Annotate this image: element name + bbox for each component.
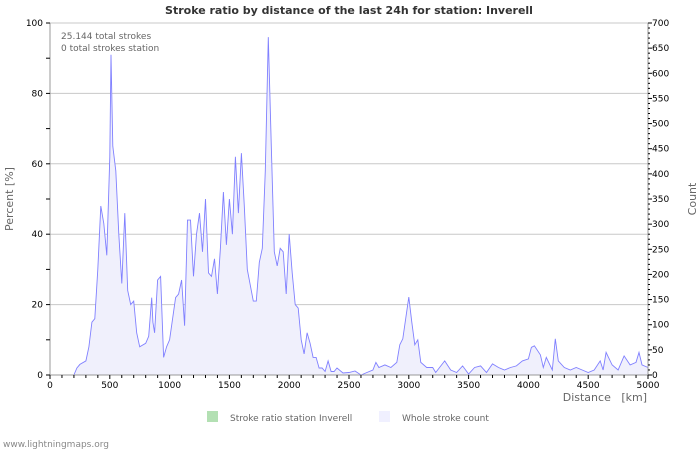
y-tick-label: 20 xyxy=(32,301,44,311)
y-axis-label: Percent [%] xyxy=(3,167,16,231)
y-tick-label: 60 xyxy=(32,160,44,170)
y2-tick-label: 250 xyxy=(652,245,669,255)
annotation-total-strokes: 25.144 total strokes xyxy=(61,32,151,42)
y-tick-label: 40 xyxy=(32,230,44,240)
x-axis-label: Distance [km] xyxy=(563,391,647,404)
y2-tick-label: 50 xyxy=(652,346,664,356)
legend-label-station: Stroke ratio station Inverell xyxy=(230,414,352,424)
chart-title: Stroke ratio by distance of the last 24h… xyxy=(165,4,533,17)
x-tick-label: 5000 xyxy=(637,381,660,391)
y-tick-label: 0 xyxy=(37,371,43,381)
y-tick-label: 80 xyxy=(32,89,44,99)
y2-tick-label: 400 xyxy=(652,170,669,180)
y2-tick-label: 600 xyxy=(652,69,669,79)
whole-stroke-count-area xyxy=(73,37,648,375)
y2-tick-label: 300 xyxy=(652,220,669,230)
y2-tick-label: 500 xyxy=(652,120,669,130)
legend-swatch-whole xyxy=(379,411,390,422)
legend-label-whole: Whole stroke count xyxy=(402,414,489,424)
axes: 0204060801000501001502002503003504004505… xyxy=(26,19,670,391)
annotation-station-strokes: 0 total strokes station xyxy=(61,44,159,54)
y2-tick-label: 150 xyxy=(652,296,669,306)
x-tick-label: 500 xyxy=(101,381,118,391)
y2-tick-label: 450 xyxy=(652,145,669,155)
y2-tick-label: 700 xyxy=(652,19,669,29)
legend-swatch-station xyxy=(207,411,218,422)
x-tick-label: 3500 xyxy=(457,381,480,391)
x-tick-label: 0 xyxy=(47,381,53,391)
y2-tick-label: 550 xyxy=(652,94,669,104)
x-tick-label: 2500 xyxy=(338,381,361,391)
y2-tick-label: 100 xyxy=(652,321,669,331)
x-tick-label: 1000 xyxy=(158,381,181,391)
grid xyxy=(50,22,648,306)
y2-tick-label: 350 xyxy=(652,195,669,205)
x-tick-label: 4000 xyxy=(517,381,540,391)
x-tick-label: 4500 xyxy=(577,381,600,391)
y2-tick-label: 200 xyxy=(652,270,669,280)
y2-tick-label: 0 xyxy=(652,371,658,381)
whole-stroke-count-line xyxy=(73,37,649,376)
x-tick-label: 3000 xyxy=(397,381,420,391)
y2-axis-label: Count xyxy=(686,182,699,215)
y2-tick-label: 650 xyxy=(652,44,669,54)
y-tick-label: 100 xyxy=(26,19,43,29)
x-tick-label: 2000 xyxy=(278,381,301,391)
x-tick-label: 1500 xyxy=(218,381,241,391)
footer-link[interactable]: www.lightningmaps.org xyxy=(3,440,109,450)
